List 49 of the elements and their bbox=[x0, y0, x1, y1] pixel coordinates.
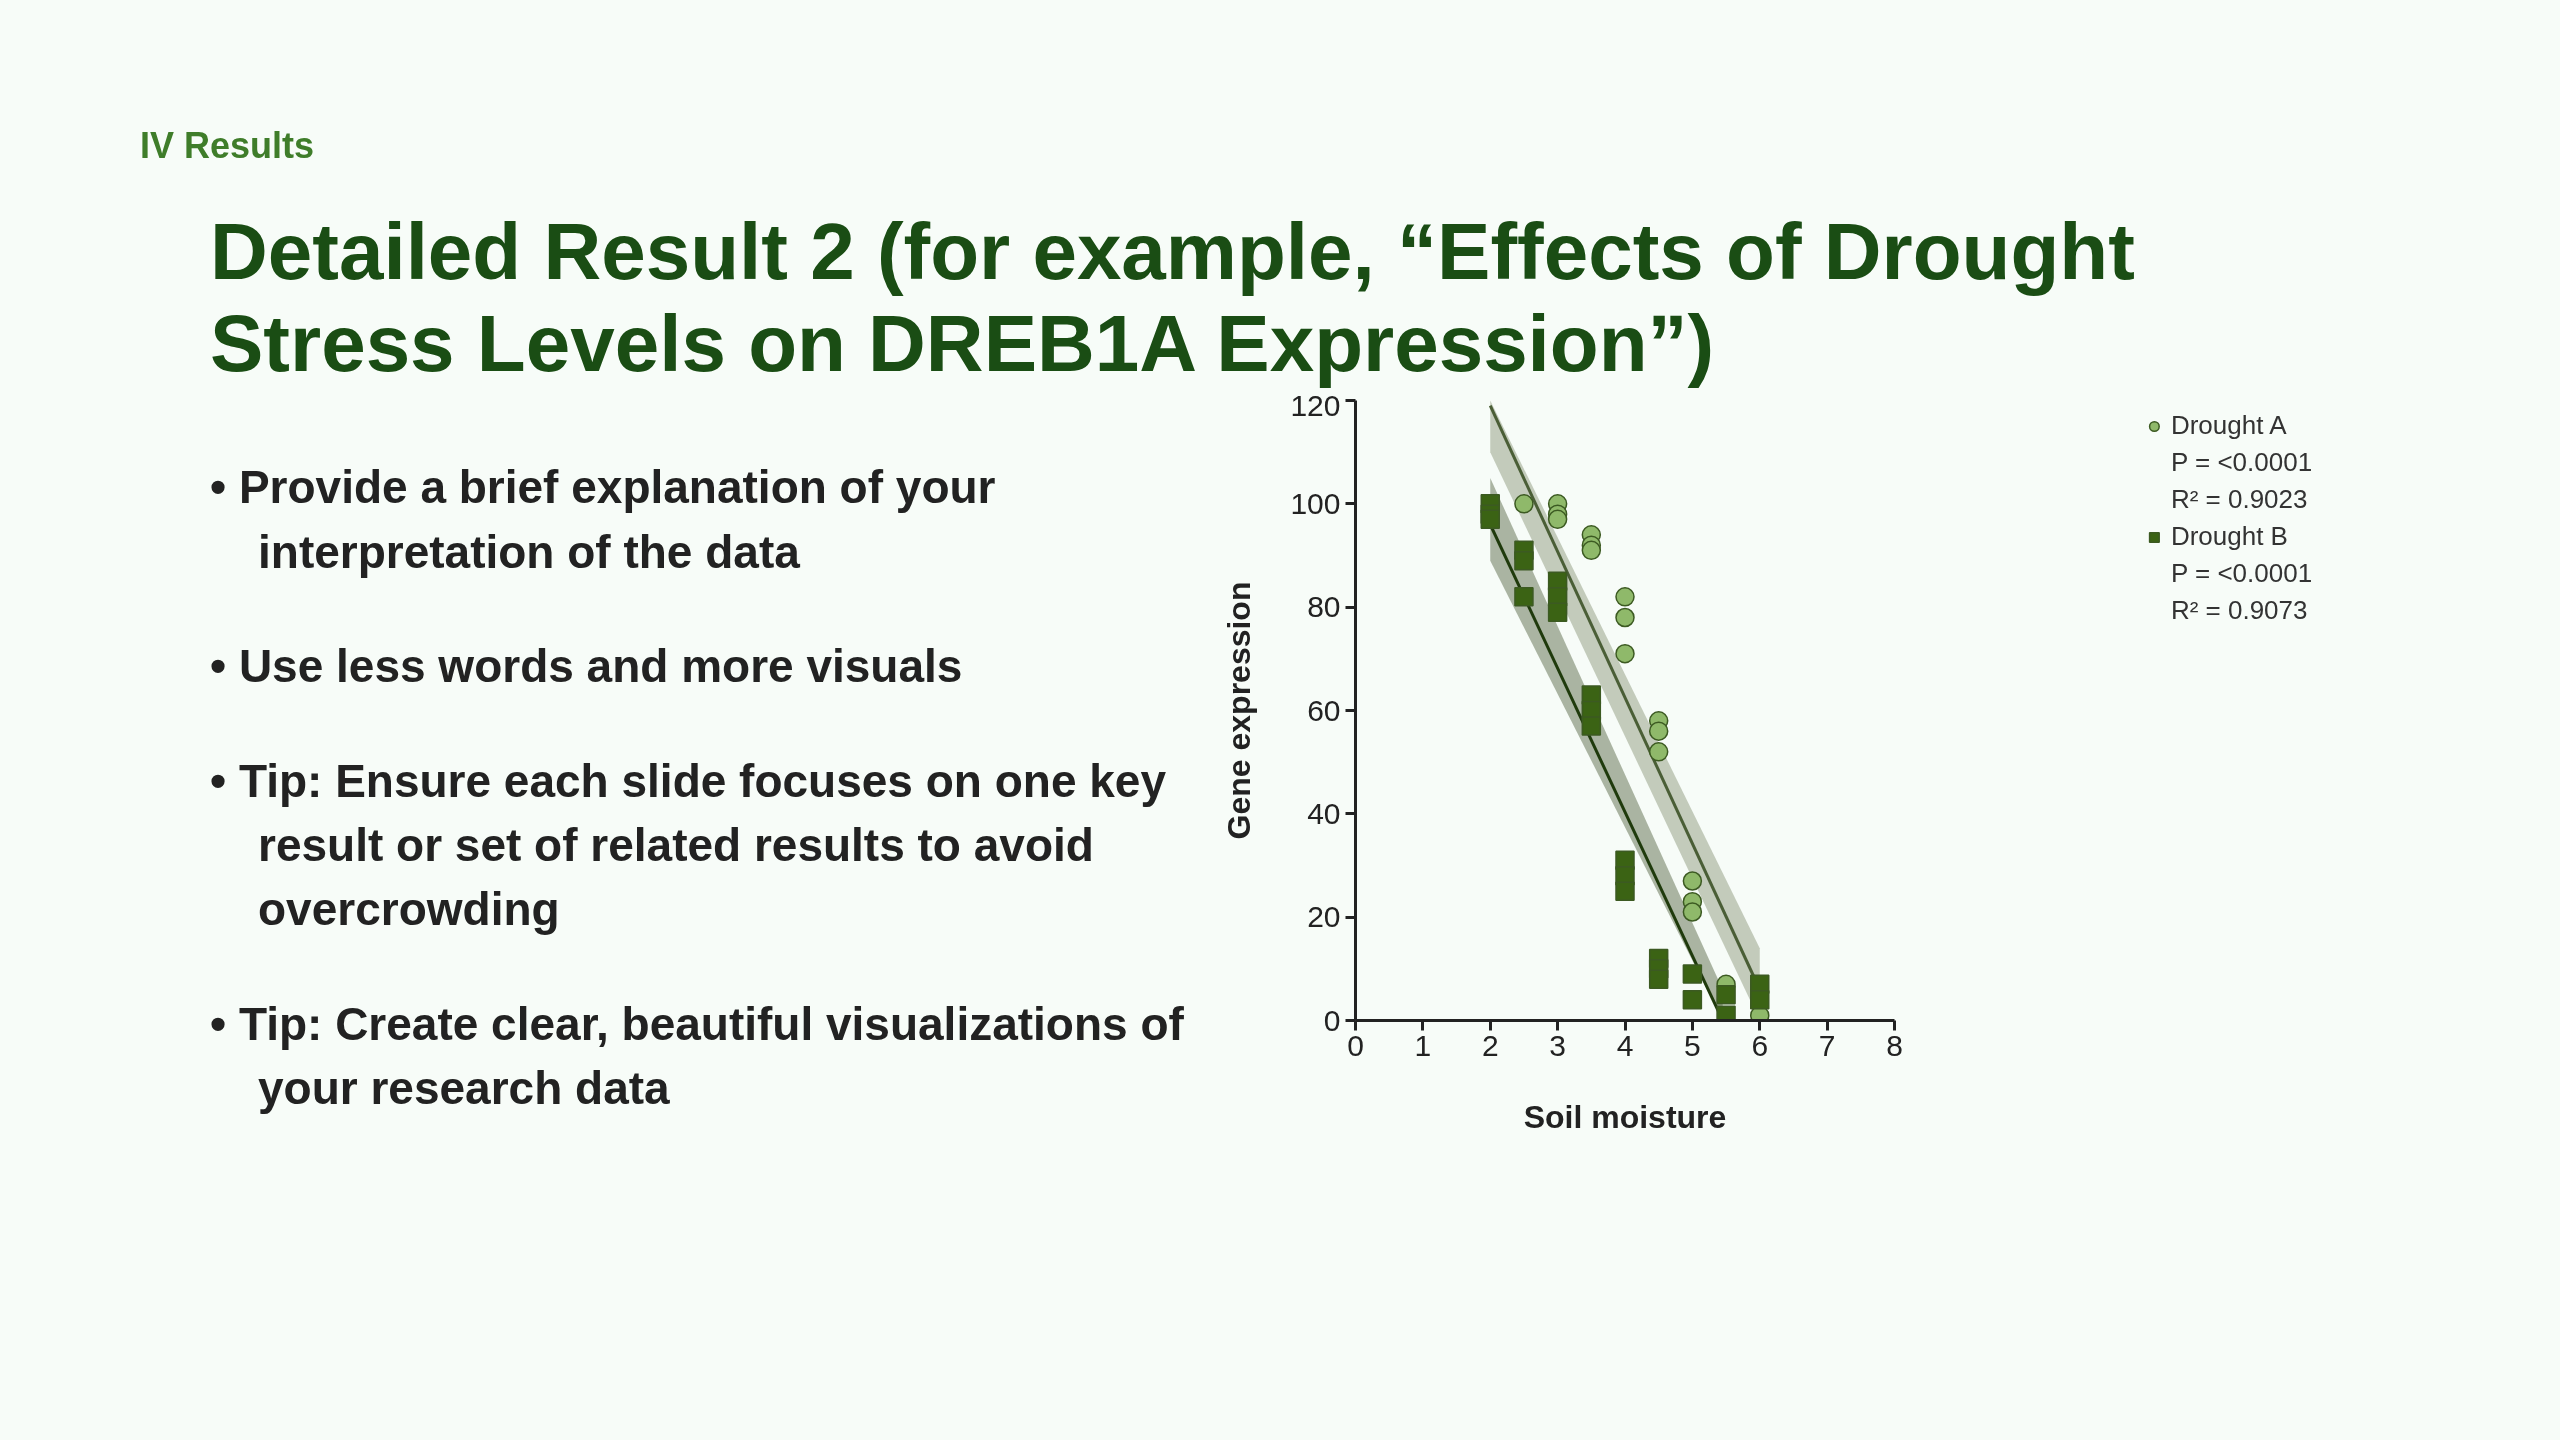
point bbox=[1547, 603, 1568, 623]
x-tick-label: 6 bbox=[1751, 1028, 1769, 1062]
text: • Provide a brief explanation of your interpretation of the data bbox=[210, 460, 997, 580]
point bbox=[1514, 494, 1534, 514]
point bbox=[1682, 964, 1703, 985]
point bbox=[1648, 721, 1669, 742]
point bbox=[1615, 644, 1635, 664]
point bbox=[1648, 742, 1669, 762]
text: P = <0.0001 R² = 0.9073 bbox=[2170, 558, 2313, 627]
point bbox=[1682, 871, 1703, 892]
y-axis-title: Gene expression bbox=[1221, 581, 1258, 840]
x-tick-label: 2 bbox=[1481, 1028, 1499, 1062]
text: • Tip: Create clear, beautiful visualizations of your research data bbox=[210, 996, 1185, 1117]
point bbox=[1615, 587, 1635, 607]
x-tick-label: 7 bbox=[1818, 1028, 1836, 1062]
point bbox=[1547, 510, 1568, 530]
y-tick-label: 40 bbox=[1307, 797, 1341, 831]
text: • Tip: Ensure each slide focuses on one key result or set of related results to avoid overcrowding bbox=[210, 753, 1167, 938]
point bbox=[1615, 882, 1635, 902]
point bbox=[1581, 541, 1602, 561]
x-tick-label: 0 bbox=[1347, 1028, 1364, 1062]
y-tick-label: 0 bbox=[1323, 1003, 1341, 1037]
text: P = <0.0001 R² = 0.9023 bbox=[2170, 447, 2313, 516]
x-tick-label: 5 bbox=[1684, 1028, 1701, 1062]
y-tick-label: 80 bbox=[1307, 590, 1341, 624]
legend-label: Drought B bbox=[2170, 521, 2288, 553]
text: • Use less words and more visuals bbox=[210, 639, 964, 695]
point bbox=[1682, 990, 1703, 1011]
point bbox=[1514, 551, 1534, 571]
x-tick-label: 8 bbox=[1886, 1028, 1903, 1062]
x-tick-label: 1 bbox=[1414, 1028, 1432, 1062]
point bbox=[1750, 990, 1770, 1011]
legend-label: Drought A bbox=[2170, 410, 2287, 442]
point bbox=[1480, 510, 1500, 530]
y-tick-label: 20 bbox=[1307, 900, 1341, 934]
point bbox=[1716, 985, 1736, 1005]
x-tick-label: 3 bbox=[1549, 1028, 1566, 1062]
y-tick-label: 100 bbox=[1290, 487, 1341, 521]
point bbox=[1682, 902, 1703, 923]
x-axis-title: Soil moisture bbox=[1523, 1098, 1727, 1135]
point bbox=[1514, 587, 1534, 608]
x-tick-label: 4 bbox=[1616, 1028, 1634, 1062]
point bbox=[1615, 608, 1635, 628]
text: IV Results bbox=[140, 124, 315, 168]
y-tick-label: 60 bbox=[1307, 693, 1341, 727]
y-tick-label: 120 bbox=[1290, 388, 1341, 422]
point bbox=[1648, 969, 1669, 990]
point bbox=[1581, 716, 1602, 737]
chart-title: Detailed Result 2 (for example, “Effects of Drought Stress Levels on DREB1A Expression”) bbox=[210, 206, 2136, 391]
